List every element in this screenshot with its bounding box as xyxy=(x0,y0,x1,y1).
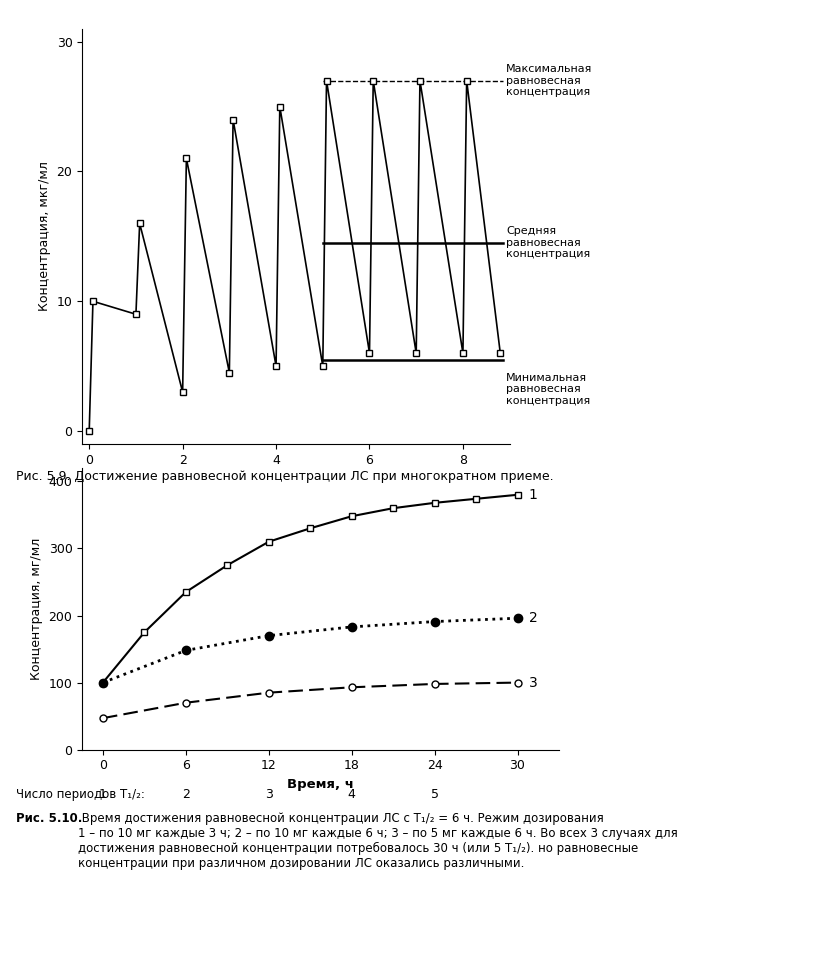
Text: 5: 5 xyxy=(431,788,439,801)
Text: Максимальная
равновесная
концентрация: Максимальная равновесная концентрация xyxy=(506,64,593,97)
Text: Время достижения равновесной концентрации ЛС с T₁/₂ = 6 ч. Режим дозирования
1 –: Время достижения равновесной концентраци… xyxy=(78,812,678,870)
Text: Число периодов T₁/₂:: Число периодов T₁/₂: xyxy=(16,788,145,801)
X-axis label: Время, ч: Время, ч xyxy=(287,778,354,791)
X-axis label: Время, ч: Время, ч xyxy=(262,473,330,485)
Y-axis label: Концентрация, мкг/мл: Концентрация, мкг/мл xyxy=(38,161,51,311)
Text: Рис. 5.9. Достижение равновесной концентрации ЛС при многократном приеме.: Рис. 5.9. Достижение равновесной концент… xyxy=(16,470,554,483)
Y-axis label: Концентрация, мг/мл: Концентрация, мг/мл xyxy=(30,538,43,680)
Text: Средняя
равновесная
концентрация: Средняя равновесная концентрация xyxy=(506,226,590,260)
Text: 1: 1 xyxy=(529,488,538,501)
Text: Минимальная
равновесная
концентрация: Минимальная равновесная концентрация xyxy=(506,372,590,406)
Text: 2: 2 xyxy=(182,788,190,801)
Text: 1: 1 xyxy=(99,788,107,801)
Text: 3: 3 xyxy=(529,675,538,690)
Text: 2: 2 xyxy=(529,611,538,626)
Text: 3: 3 xyxy=(265,788,273,801)
Text: 4: 4 xyxy=(348,788,356,801)
Text: Рис. 5.10.: Рис. 5.10. xyxy=(16,812,83,825)
